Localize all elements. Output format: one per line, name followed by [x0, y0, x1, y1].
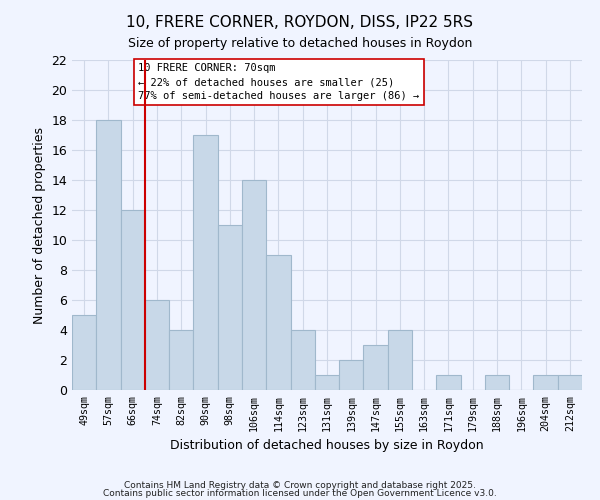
- Text: Contains HM Land Registry data © Crown copyright and database right 2025.: Contains HM Land Registry data © Crown c…: [124, 480, 476, 490]
- Text: Contains public sector information licensed under the Open Government Licence v3: Contains public sector information licen…: [103, 489, 497, 498]
- Bar: [436, 375, 461, 390]
- Bar: [121, 210, 145, 390]
- Text: 10, FRERE CORNER, ROYDON, DISS, IP22 5RS: 10, FRERE CORNER, ROYDON, DISS, IP22 5RS: [127, 15, 473, 30]
- Bar: [533, 375, 558, 390]
- Bar: [339, 360, 364, 390]
- Bar: [315, 375, 339, 390]
- X-axis label: Distribution of detached houses by size in Roydon: Distribution of detached houses by size …: [170, 439, 484, 452]
- Bar: [364, 345, 388, 390]
- Bar: [96, 120, 121, 390]
- Bar: [193, 135, 218, 390]
- Bar: [145, 300, 169, 390]
- Bar: [290, 330, 315, 390]
- Bar: [72, 315, 96, 390]
- Y-axis label: Number of detached properties: Number of detached properties: [33, 126, 46, 324]
- Bar: [266, 255, 290, 390]
- Bar: [242, 180, 266, 390]
- Text: 10 FRERE CORNER: 70sqm
← 22% of detached houses are smaller (25)
77% of semi-det: 10 FRERE CORNER: 70sqm ← 22% of detached…: [139, 64, 419, 102]
- Bar: [558, 375, 582, 390]
- Bar: [218, 225, 242, 390]
- Bar: [169, 330, 193, 390]
- Bar: [485, 375, 509, 390]
- Bar: [388, 330, 412, 390]
- Text: Size of property relative to detached houses in Roydon: Size of property relative to detached ho…: [128, 38, 472, 51]
